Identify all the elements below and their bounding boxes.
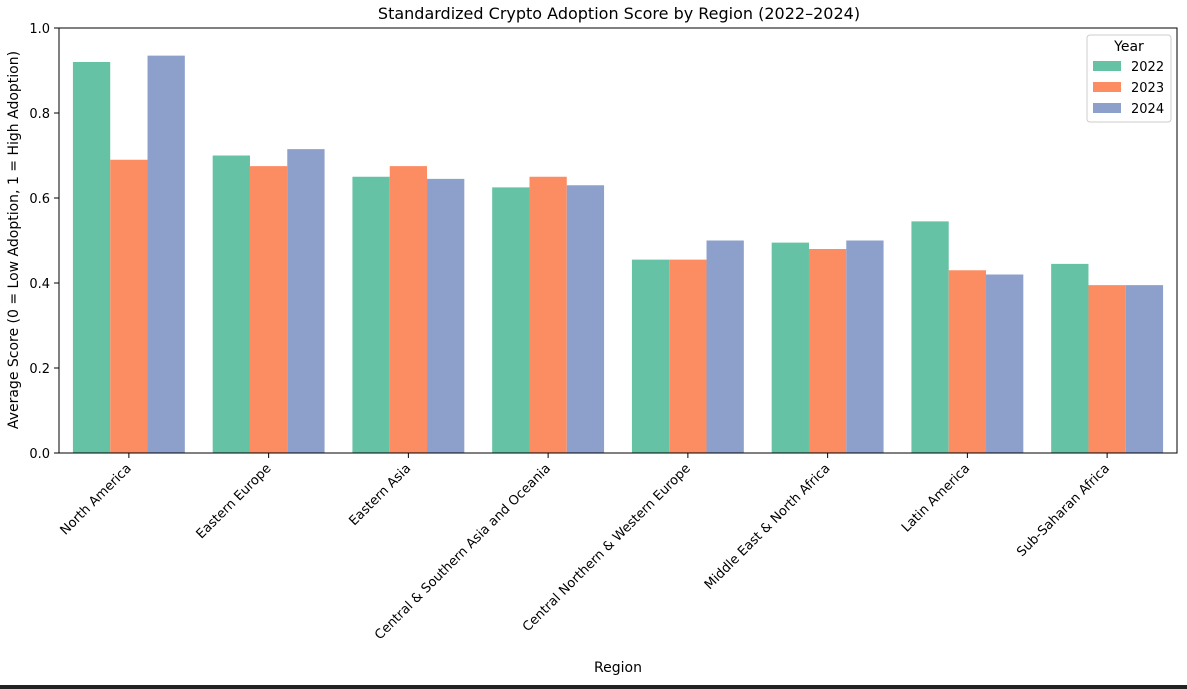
legend-swatch-2024 [1093,103,1121,113]
bar-2024-3 [566,185,605,453]
y-axis: 0.0 0.2 0.4 0.6 0.8 1.0 [29,22,59,462]
bar-2024-1 [287,149,325,453]
bar-2024-6 [986,274,1024,453]
bar-2022-4 [631,259,670,453]
bar-2023-0 [110,159,148,453]
bar-2022-6 [911,221,949,453]
chart-title: Standardized Crypto Adoption Score by Re… [378,4,860,23]
y-tick-label: 0.0 [29,447,50,462]
legend-swatch-2023 [1093,82,1121,92]
bar-2023-3 [529,176,567,453]
bar-2022-2 [352,176,390,453]
y-tick-label: 0.6 [29,192,50,207]
x-tick-label: Eastern Asia [346,461,414,529]
legend-swatch-2022 [1093,61,1121,71]
y-tick-label: 0.2 [29,362,50,377]
bar-2024-2 [427,178,465,453]
bar-2022-3 [492,187,530,453]
bar-2024-4 [706,240,744,453]
bar-2022-7 [1051,263,1089,453]
bar-2022-1 [212,155,250,453]
legend-label-2023: 2023 [1131,81,1164,96]
bar-2023-2 [389,166,428,453]
x-tick-label: Middle East & North Africa [702,461,834,593]
y-tick-label: 0.4 [29,277,50,292]
bar-2023-7 [1088,285,1126,453]
x-tick-label: Central & Southern Asia and Oceania [372,461,554,643]
legend-box [1086,34,1172,123]
plot-frame [58,27,1178,454]
bar-2023-6 [948,270,987,453]
y-tick-label: 1.0 [29,22,50,37]
bar-2023-4 [669,259,707,453]
y-axis-label: Average Score (0 = Low Adoption, 1 = Hig… [6,51,22,429]
x-tick-label: Sub-Saharan Africa [1014,461,1113,560]
bar-2022-0 [72,62,111,453]
x-tick-label: North America [58,461,135,538]
bar-2024-0 [147,55,185,453]
y-tick-label: 0.8 [29,107,50,122]
bar-2023-1 [249,166,288,453]
bar-2024-7 [1125,285,1164,453]
x-tick-label: Latin America [899,461,973,535]
legend-title: Year [1113,39,1144,55]
legend-label-2022: 2022 [1131,60,1164,75]
bar-2023-5 [808,249,847,453]
bar-2024-5 [846,240,884,453]
x-tick-label: Central Northern & Western Europe [520,461,694,635]
x-axis: North America Eastern Europe Eastern AsiaC… [58,453,1113,643]
x-tick-label: Eastern Europe [194,461,275,542]
legend: Year 2022 2023 2024 [1086,34,1172,123]
bars-group [72,55,1164,453]
bar-2022-5 [771,242,809,453]
x-axis-label: Region [594,660,642,676]
window-bottom-border [0,685,1187,689]
legend-label-2024: 2024 [1131,102,1164,117]
